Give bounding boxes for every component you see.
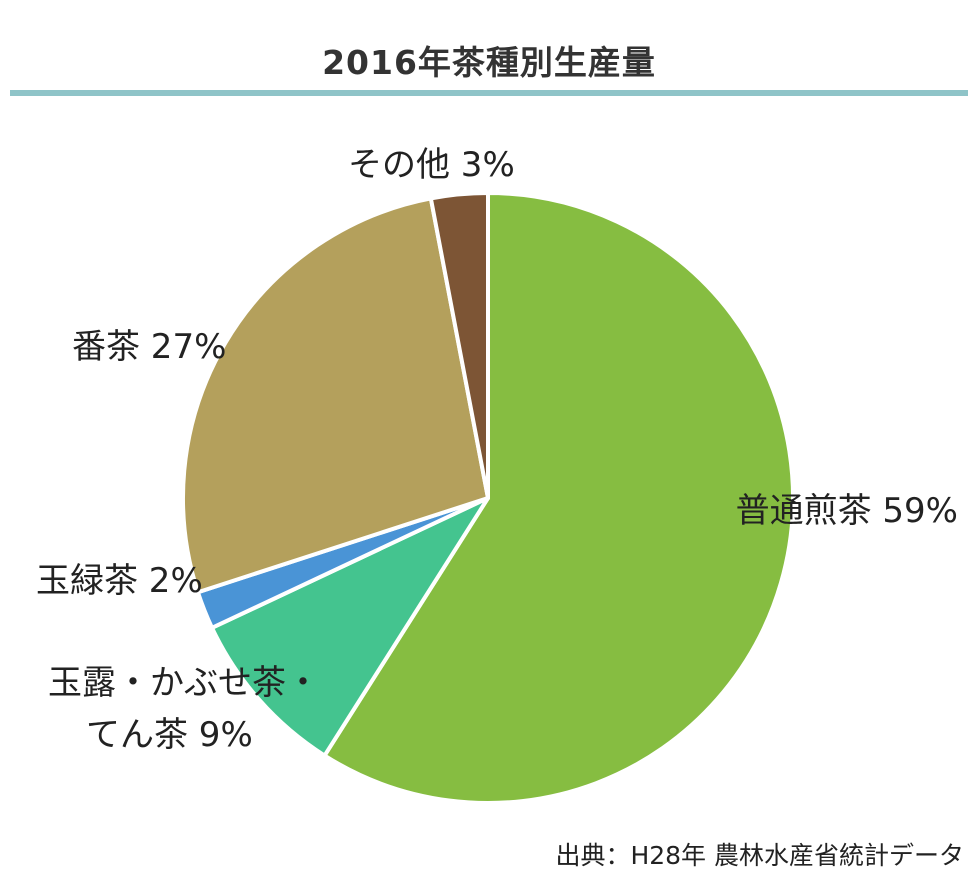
pie-slice-4 bbox=[428, 191, 490, 500]
pie-slice-1 bbox=[210, 496, 490, 758]
title-underline bbox=[10, 90, 968, 96]
pie-slice-0 bbox=[322, 191, 795, 805]
source-note: 出典：H28年 農林水産省統計データ bbox=[555, 841, 964, 870]
slice-label-1-line-0: 玉露・かぶせ茶・ bbox=[48, 663, 320, 703]
slice-label-2: 玉緑茶 2% bbox=[36, 561, 203, 601]
slice-label-3: 番茶 27% bbox=[72, 327, 226, 367]
slice-label-4: その他 3% bbox=[348, 145, 515, 185]
slice-label-1-line-1: てん茶 9% bbox=[86, 715, 253, 755]
slice-label-0: 普通煎茶 59% bbox=[736, 491, 958, 531]
pie-slice-3 bbox=[181, 196, 490, 595]
chart-title: 2016年茶種別生産量 bbox=[322, 43, 656, 82]
